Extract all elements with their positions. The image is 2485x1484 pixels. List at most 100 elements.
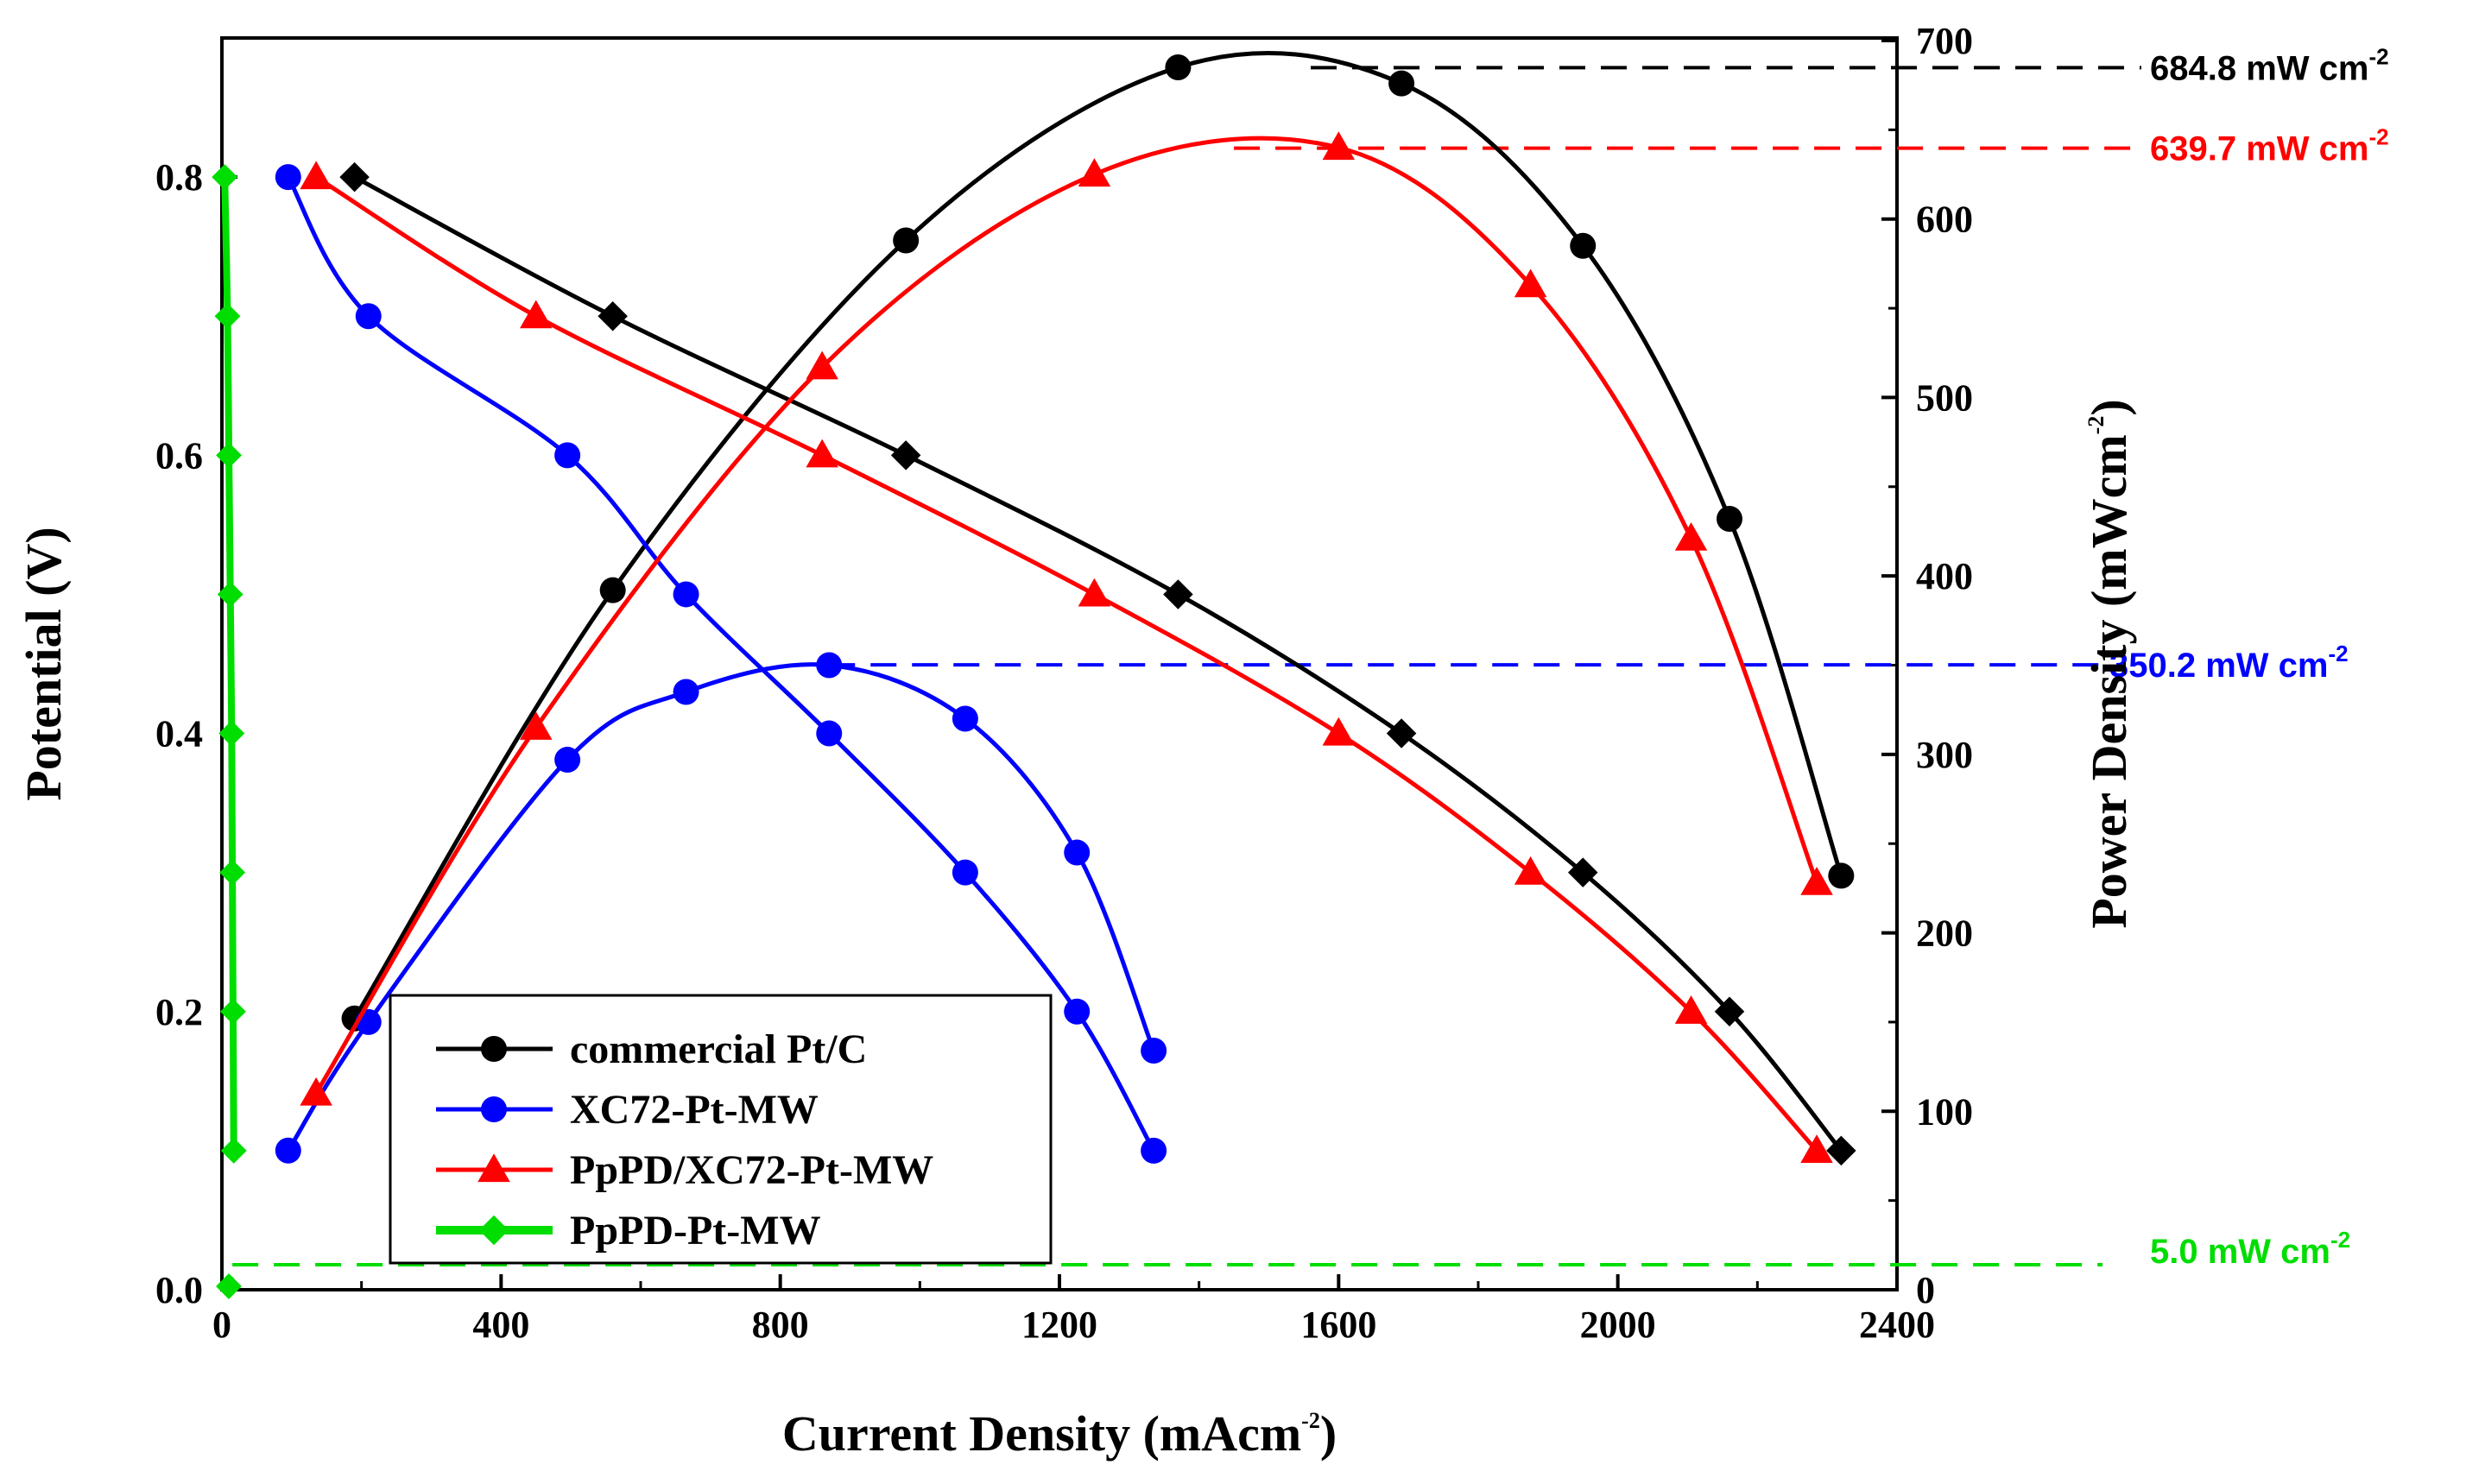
legend-label: commercial Pt/C <box>570 1026 867 1072</box>
polarization-point <box>1141 1137 1167 1164</box>
y2-axis-title: Power Density (mWcm-2) <box>2081 399 2137 928</box>
x-tick-label: 400 <box>472 1304 529 1346</box>
polarization-point <box>1064 998 1091 1025</box>
y2-tick-label: 300 <box>1916 734 1973 776</box>
power-point <box>1064 839 1091 866</box>
polarization-point <box>216 442 243 469</box>
polarization-point <box>214 303 241 330</box>
polarization-point <box>1322 717 1356 746</box>
polarization-point <box>1800 1134 1833 1163</box>
y-tick-label: 0.2 <box>155 991 203 1033</box>
x-tick-labels: 0 400 800 1200 1600 2000 2400 <box>212 1304 1935 1346</box>
peak-power-annotations: 684.8 mW cm-2 639.7 mW cm-2 350.2 mW cm-2 5… <box>232 43 2389 1271</box>
polarization-point <box>300 161 332 190</box>
polarization-point <box>673 581 699 608</box>
y-tick-label: 0.8 <box>155 156 203 199</box>
series-layer <box>212 51 1856 1299</box>
polarization-point <box>219 998 246 1025</box>
power-point <box>300 1077 332 1106</box>
polarization-point <box>1568 857 1598 887</box>
legend-label: PpPD/XC72-Pt-MW <box>570 1147 933 1193</box>
series-3 <box>212 164 247 1299</box>
polarization-point <box>275 164 301 191</box>
series-2 <box>300 131 1833 1163</box>
power-point <box>1514 268 1547 298</box>
y-tick-label: 0.4 <box>155 713 203 755</box>
legend-marker <box>481 1096 507 1122</box>
polarization-point <box>218 720 245 747</box>
y2-tick-label: 700 <box>1916 20 1973 62</box>
power-point <box>1322 131 1356 161</box>
y-axis-title: Potential (V) <box>16 527 72 800</box>
y-tick-label: 0.6 <box>155 434 203 477</box>
polarization-point <box>598 300 628 332</box>
polarization-point <box>1714 996 1745 1027</box>
polarization-point <box>1386 718 1417 748</box>
y2-tick-label: 0 <box>1916 1269 1935 1311</box>
polarization-point <box>890 440 921 470</box>
power-point <box>1570 232 1597 259</box>
annotation-label-red: 639.7 mW cm-2 <box>2150 124 2389 168</box>
legend-marker <box>477 1153 510 1183</box>
y2-tick-label: 200 <box>1916 913 1973 955</box>
y2-tick-label: 100 <box>1916 1090 1973 1133</box>
power-point <box>1388 70 1415 97</box>
y2-tick-label: 600 <box>1916 199 1973 241</box>
power-point <box>1717 505 1742 532</box>
power-point <box>952 705 978 732</box>
polarization-point <box>355 303 382 330</box>
polarization-point <box>952 859 978 886</box>
legend-label: PpPD-Pt-MW <box>570 1208 821 1254</box>
x-tick-label: 0 <box>212 1304 231 1346</box>
power-point <box>816 652 843 679</box>
x-tick-label: 800 <box>752 1304 809 1346</box>
annotation-label-green: 5.0 mW cm-2 <box>2150 1227 2350 1271</box>
x-tick-label: 2000 <box>1580 1304 1656 1346</box>
power-point <box>673 679 699 705</box>
polarization-point <box>806 439 838 468</box>
x-tick-label: 2400 <box>1859 1304 1935 1346</box>
power-point <box>599 577 626 603</box>
y-tick-labels: 0.0 0.2 0.4 0.6 0.8 <box>155 156 203 1311</box>
polarization-line <box>314 174 1818 1152</box>
polarization-point <box>520 300 553 329</box>
polarization-line <box>221 177 237 1151</box>
power-point <box>1165 54 1192 81</box>
power-point <box>520 711 553 740</box>
y2-tick-label: 500 <box>1916 376 1973 419</box>
polarization-point <box>816 720 843 747</box>
y-tick-label: 0.0 <box>155 1269 203 1311</box>
power-point <box>1141 1038 1167 1064</box>
power-point <box>1800 866 1833 895</box>
power-point <box>1674 521 1708 551</box>
polarization-point <box>219 859 246 886</box>
polarization-point <box>220 1137 247 1164</box>
power-point <box>216 1273 242 1299</box>
polarization-point <box>1163 579 1193 609</box>
polarization-point <box>1826 1135 1856 1166</box>
power-line <box>313 136 1819 1095</box>
polarization-line <box>286 175 1156 1152</box>
legend-label: XC72-Pt-MW <box>570 1087 819 1133</box>
series-1 <box>275 164 1167 1164</box>
y2-tick-labels: 0 100 200 300 400 500 600 700 <box>1916 20 1973 1311</box>
legend-marker <box>478 1215 509 1246</box>
polarization-point <box>554 442 581 469</box>
legend-marker <box>481 1036 507 1062</box>
series-0 <box>339 51 1856 1166</box>
polarization-point <box>1514 856 1547 885</box>
power-point <box>554 747 581 774</box>
x-tick-label: 1600 <box>1300 1304 1376 1346</box>
legend: commercial Pt/C XC72-Pt-MW PpPD/XC72-Pt-MW… <box>389 994 1053 1265</box>
polarization-point <box>339 161 370 193</box>
polarization-line <box>353 174 1843 1152</box>
power-point <box>1828 862 1855 889</box>
power-point <box>893 227 920 254</box>
x-tick-label: 1200 <box>1021 1304 1097 1346</box>
polarization-point <box>212 164 238 191</box>
polarization-point <box>1078 578 1111 607</box>
annotation-label-blue: 350.2 mW cm-2 <box>2109 641 2349 685</box>
power-point <box>275 1137 301 1164</box>
power-point <box>1078 158 1111 187</box>
